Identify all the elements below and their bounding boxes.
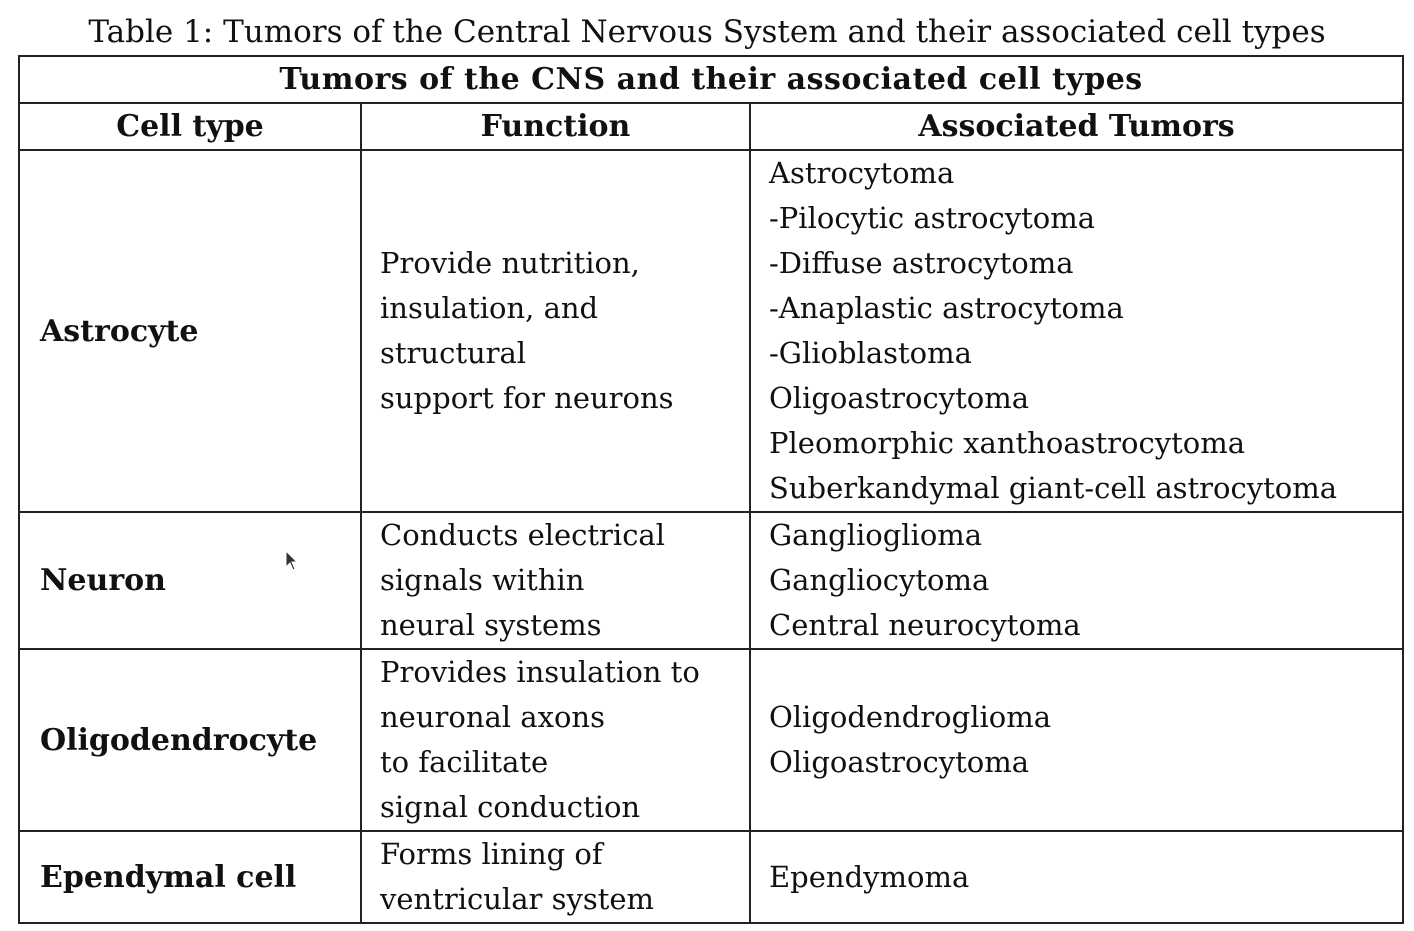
- tumors-neuron: Ganglioglioma Gangliocytoma Central neur…: [748, 511, 1405, 650]
- function-oligodendrocyte: Provides insulation to neuronal axons to…: [360, 648, 751, 832]
- function-line: insulation, and: [380, 291, 599, 325]
- tumors-astrocyte: Astrocytoma -Pilocytic astrocytoma -Diff…: [748, 149, 1405, 513]
- header-cell-type: Cell type: [18, 102, 362, 151]
- table-row: Neuron Conducts electrical signals withi…: [18, 511, 1405, 650]
- function-astrocyte: Provide nutrition, insulation, and struc…: [360, 149, 751, 513]
- header-function: Function: [360, 102, 751, 151]
- table-row: Ependymal cell Forms lining of ventricul…: [18, 830, 1405, 924]
- cell-type-ependymal: Ependymal cell: [18, 830, 362, 924]
- table-row: Oligodendrocyte Provides insulation to n…: [18, 648, 1405, 832]
- tumor-item: Pleomorphic xanthoastrocytoma: [769, 426, 1245, 460]
- tumors-oligodendrocyte: Oligodendroglioma Oligoastrocytoma: [748, 648, 1405, 832]
- function-line: Forms lining of: [380, 837, 603, 871]
- function-line: structural: [380, 336, 527, 370]
- tumor-item: -Diffuse astrocytoma: [769, 246, 1074, 280]
- tumors-ependymal: Ependymoma: [748, 830, 1405, 924]
- function-line: ventricular system: [380, 882, 655, 916]
- tumor-item: -Anaplastic astrocytoma: [769, 291, 1124, 325]
- function-line: signal conduction: [380, 790, 641, 824]
- function-line: Conducts electrical: [380, 518, 666, 552]
- table-header-row: Cell type Function Associated Tumors: [18, 102, 1405, 151]
- table-title-row: Tumors of the CNS and their associated c…: [17, 55, 1405, 104]
- function-line: Provides insulation to: [380, 655, 700, 689]
- header-associated-tumors: Associated Tumors: [748, 102, 1405, 151]
- function-line: neuronal axons: [380, 700, 605, 734]
- mouse-pointer-icon: [285, 550, 299, 571]
- tumor-item: Oligoastrocytoma: [769, 381, 1030, 415]
- tumor-item: Gangliocytoma: [769, 563, 990, 597]
- tumor-item: Suberkandymal giant-cell astrocytoma: [769, 471, 1338, 505]
- function-line: support for neurons: [380, 381, 674, 415]
- tumor-item: Astrocytoma: [769, 156, 955, 190]
- tumor-item: Ependymoma: [769, 859, 970, 894]
- tumor-item: -Pilocytic astrocytoma: [769, 201, 1096, 235]
- table-title: Tumors of the CNS and their associated c…: [17, 55, 1405, 104]
- cns-tumor-table: Tumors of the CNS and their associated c…: [17, 55, 1405, 924]
- tumor-item: Ganglioglioma: [769, 518, 983, 552]
- tumor-item: -Glioblastoma: [769, 336, 972, 370]
- tumor-item: Central neurocytoma: [769, 608, 1081, 642]
- table-row: Astrocyte Provide nutrition, insulation,…: [18, 149, 1405, 513]
- function-line: to facilitate: [380, 745, 549, 779]
- cell-type-oligodendrocyte: Oligodendrocyte: [18, 648, 362, 832]
- tumor-item: Oligodendroglioma: [769, 700, 1051, 734]
- table-caption: Table 1: Tumors of the Central Nervous S…: [88, 14, 1326, 50]
- function-neuron: Conducts electrical signals within neura…: [360, 511, 751, 650]
- cell-type-astrocyte: Astrocyte: [18, 149, 362, 513]
- function-ependymal: Forms lining of ventricular system: [360, 830, 751, 924]
- tumor-item: Oligoastrocytoma: [769, 745, 1030, 779]
- cell-type-neuron: Neuron: [18, 511, 362, 650]
- function-line: Provide nutrition,: [380, 246, 640, 280]
- function-line: signals within: [380, 563, 585, 597]
- function-line: neural systems: [380, 608, 602, 642]
